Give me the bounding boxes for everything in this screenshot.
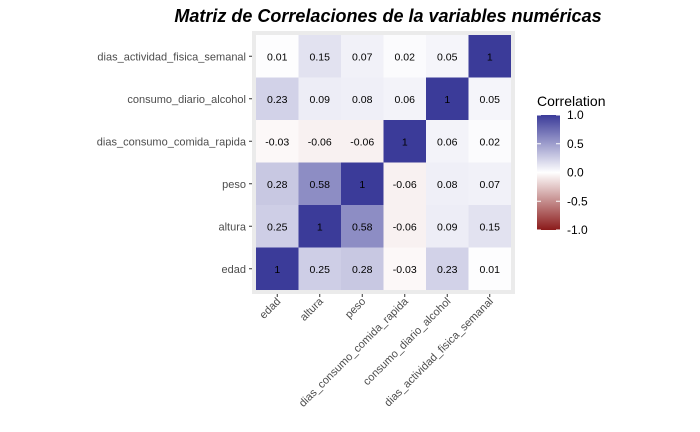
y-tick-label: altura: [218, 221, 246, 233]
heatmap-cell: [468, 120, 511, 163]
cell-value-label: 1: [487, 51, 493, 63]
heatmap-cell: [383, 35, 426, 78]
heatmap-cell: [468, 205, 511, 248]
heatmap-cells: 1 0.25 0.28 -0.03 0.23 0.01 0.25 1 0.58 -0.06 0.09…: [256, 35, 511, 290]
cell-value-label: 0.25: [267, 221, 288, 233]
heatmap-cell: [298, 205, 341, 248]
cell-value-label: 0.23: [437, 264, 458, 276]
cell-value-label: 0.15: [480, 221, 501, 233]
cell-value-label: 1: [444, 94, 450, 106]
heatmap-cell: [256, 35, 299, 78]
heatmap-cell: [341, 35, 384, 78]
cell-value-label: -0.06: [350, 136, 374, 148]
cell-value-label: 0.23: [267, 94, 288, 106]
heatmap-cell: [256, 120, 299, 163]
y-tick-label: dias_actividad_fisica_semanal: [97, 51, 246, 63]
heatmap-cell: [426, 247, 469, 290]
y-tick-label: peso: [222, 179, 246, 191]
y-tick-label: consumo_diario_alcohol: [127, 94, 246, 106]
cell-value-label: 1: [359, 179, 365, 191]
cell-value-label: 0.07: [480, 179, 501, 191]
heatmap-cell: [298, 162, 341, 205]
cell-value-label: 0.01: [267, 51, 288, 63]
legend-ticks: 1.0 0.5 0.0 -0.5 -1.0: [537, 108, 588, 237]
heatmap-cell: [468, 247, 511, 290]
heatmap-cell: [341, 77, 384, 120]
chart-title: Matriz de Correlaciones de la variables …: [174, 6, 601, 26]
cell-value-label: 0.08: [437, 179, 458, 191]
heatmap-cell: [426, 77, 469, 120]
heatmap-cell: [341, 247, 384, 290]
legend-title: Correlation: [537, 93, 605, 109]
cell-value-label: 0.58: [352, 221, 373, 233]
heatmap-cell: [468, 77, 511, 120]
cell-value-label: 1: [402, 136, 408, 148]
heatmap-cell: [468, 35, 511, 78]
legend-tick-label: 0.0: [567, 166, 584, 180]
legend: Correlation 1.0 0.5 0.0 -0.5 -1.0: [537, 93, 605, 237]
heatmap-cell: [383, 162, 426, 205]
heatmap-cell: [341, 162, 384, 205]
cell-value-label: 0.25: [310, 264, 331, 276]
heatmap-cell: [383, 120, 426, 163]
heatmap-cell: [468, 162, 511, 205]
legend-tick-label: -0.5: [567, 194, 588, 208]
heatmap-cell: [383, 247, 426, 290]
legend-tick-label: 1.0: [567, 108, 584, 122]
heatmap-cell: [256, 247, 299, 290]
y-tick-label: edad: [222, 264, 246, 276]
x-tick-label: edad: [258, 296, 284, 322]
cell-value-label: 0.08: [352, 94, 373, 106]
y-axis-labels: edad altura peso dias_consumo_comida_rapida…: [97, 51, 252, 276]
cell-value-label: 1: [274, 264, 280, 276]
heatmap-cell: [383, 205, 426, 248]
heatmap-cell: [341, 205, 384, 248]
heatmap-cell: [426, 35, 469, 78]
heatmap-cell: [256, 77, 299, 120]
cell-value-label: -0.03: [393, 264, 417, 276]
heatmap-cell: [426, 120, 469, 163]
cell-value-label: 0.09: [437, 221, 458, 233]
cell-value-label: 0.15: [310, 51, 331, 63]
heatmap-cell: [341, 120, 384, 163]
cell-value-label: 0.01: [480, 264, 501, 276]
cell-value-label: 0.05: [480, 94, 501, 106]
cell-value-label: 0.07: [352, 51, 373, 63]
cell-value-label: 0.02: [480, 136, 501, 148]
heatmap-cell: [298, 247, 341, 290]
cell-value-label: 0.02: [395, 51, 416, 63]
legend-tick-label: -1.0: [567, 223, 588, 237]
cell-value-label: 0.06: [395, 94, 416, 106]
cell-value-label: -0.06: [393, 179, 417, 191]
x-tick-label: peso: [343, 296, 368, 321]
cell-value-label: 0.06: [437, 136, 458, 148]
cell-value-label: 0.05: [437, 51, 458, 63]
x-tick-label: altura: [298, 295, 327, 324]
cell-value-label: 0.28: [352, 264, 373, 276]
cell-value-label: -0.03: [265, 136, 289, 148]
heatmap-cell: [256, 162, 299, 205]
x-axis-labels: edad altura pesodias_consumo_comida_rapida…: [258, 294, 496, 410]
legend-tick-label: 0.5: [567, 137, 584, 151]
y-tick-label: dias_consumo_comida_rapida: [97, 136, 247, 148]
heatmap-cell: [298, 35, 341, 78]
cell-value-label: -0.06: [308, 136, 332, 148]
heatmap-cell: [298, 120, 341, 163]
cell-value-label: 0.58: [310, 179, 331, 191]
heatmap-cell: [426, 205, 469, 248]
cell-value-label: 0.28: [267, 179, 288, 191]
heatmap-cell: [298, 77, 341, 120]
cell-value-label: 0.09: [310, 94, 331, 106]
heatmap-cell: [426, 162, 469, 205]
heatmap-cell: [256, 205, 299, 248]
legend-colorbar: [537, 115, 560, 230]
cell-value-label: -0.06: [393, 221, 417, 233]
heatmap-cell: [383, 77, 426, 120]
cell-value-label: 1: [317, 221, 323, 233]
x-tick-label: consumo_diario_alcohol: [361, 296, 453, 388]
